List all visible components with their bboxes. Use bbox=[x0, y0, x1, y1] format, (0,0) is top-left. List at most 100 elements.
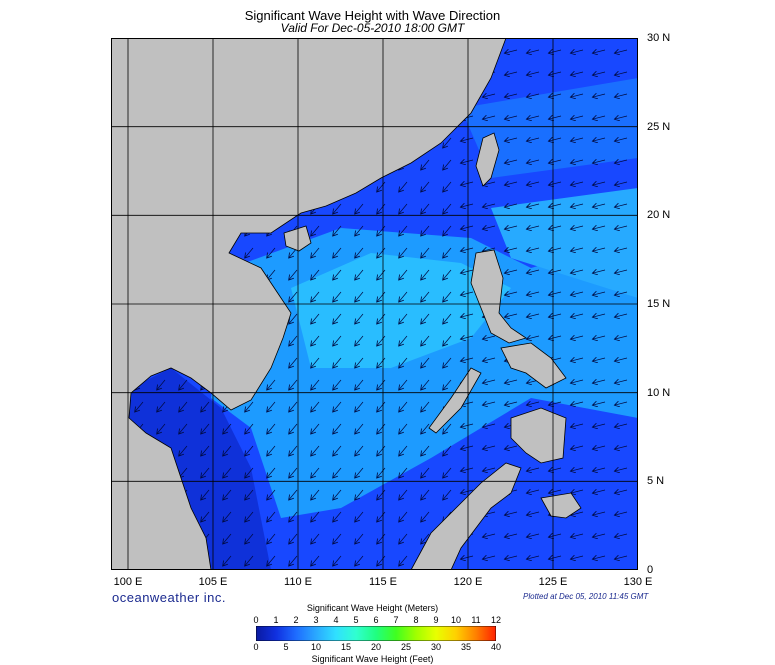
feet-tick-label: 30 bbox=[430, 642, 442, 652]
wave-arrow bbox=[443, 203, 452, 214]
feet-tick-label: 10 bbox=[310, 642, 322, 652]
feet-tick-label: 20 bbox=[370, 642, 382, 652]
wave-arrow bbox=[614, 380, 628, 383]
wave-arrow bbox=[482, 424, 496, 427]
wave-arrow bbox=[592, 380, 606, 383]
wave-arrow bbox=[504, 94, 518, 97]
wave-arrow bbox=[570, 424, 584, 427]
wave-arrow bbox=[592, 402, 606, 405]
wave-arrow bbox=[526, 248, 540, 251]
wave-arrow bbox=[443, 489, 452, 500]
wave-arrow bbox=[592, 556, 606, 559]
wave-arrow bbox=[443, 291, 452, 302]
wave-arrow bbox=[482, 446, 496, 449]
wave-arrow bbox=[570, 204, 584, 207]
wave-arrow bbox=[333, 511, 342, 522]
wave-arrow bbox=[201, 467, 210, 478]
wave-arrow bbox=[333, 291, 342, 302]
wave-arrow bbox=[399, 445, 408, 456]
wave-arrow bbox=[614, 94, 628, 97]
wave-arrow bbox=[526, 490, 540, 493]
wave-arrow bbox=[333, 555, 342, 566]
wave-arrow bbox=[460, 292, 474, 295]
wave-arrow bbox=[289, 379, 298, 390]
wave-arrow bbox=[289, 533, 298, 544]
wave-arrow bbox=[548, 72, 562, 75]
map-title: Significant Wave Height with Wave Direct… bbox=[244, 8, 501, 23]
longitude-label: 120 E bbox=[453, 576, 483, 588]
wave-arrow bbox=[289, 555, 298, 566]
wave-arrow bbox=[614, 270, 628, 273]
wave-arrow bbox=[504, 292, 518, 295]
wave-arrow bbox=[421, 357, 430, 368]
wave-arrow bbox=[482, 336, 496, 339]
wave-arrow bbox=[570, 138, 584, 141]
wave-arrow bbox=[570, 402, 584, 405]
wave-arrow bbox=[377, 225, 386, 236]
wave-arrow bbox=[421, 269, 430, 280]
meters-tick-label: 9 bbox=[433, 615, 439, 625]
wave-arrow bbox=[399, 379, 408, 390]
wave-arrow bbox=[570, 490, 584, 493]
wave-arrow bbox=[548, 248, 562, 251]
land-luzon bbox=[470, 249, 527, 344]
wave-arrow bbox=[311, 225, 320, 236]
wave-arrow bbox=[289, 423, 298, 434]
wave-arrow bbox=[333, 379, 342, 390]
meters-tick-label: 2 bbox=[293, 615, 299, 625]
wave-arrow bbox=[333, 269, 342, 280]
wave-arrow bbox=[245, 423, 254, 434]
wave-arrow bbox=[482, 226, 496, 229]
wave-arrow bbox=[504, 314, 518, 317]
wave-arrow bbox=[157, 401, 166, 412]
wave-arrow bbox=[355, 379, 364, 390]
wave-arrow bbox=[377, 445, 386, 456]
map-frame bbox=[111, 38, 638, 570]
meters-tick-label: 5 bbox=[353, 615, 359, 625]
wave-height-colorbar bbox=[256, 626, 496, 641]
north-wave-region bbox=[461, 78, 638, 178]
wave-arrow bbox=[570, 116, 584, 119]
wave-arrow bbox=[526, 72, 540, 75]
wave-arrow bbox=[223, 533, 232, 544]
wave-arrow bbox=[377, 335, 386, 346]
wave-arrow bbox=[333, 401, 342, 412]
wave-arrow bbox=[443, 225, 452, 236]
wave-arrow bbox=[311, 335, 320, 346]
wave-arrow bbox=[592, 468, 606, 471]
wave-arrow bbox=[311, 489, 320, 500]
wave-arrow bbox=[333, 247, 342, 258]
longitude-label: 115 E bbox=[369, 576, 397, 588]
wave-arrow bbox=[399, 313, 408, 324]
wave-arrow bbox=[443, 159, 452, 170]
wave-arrow bbox=[614, 468, 628, 471]
longitude-label: 110 E bbox=[284, 576, 312, 588]
wave-arrow bbox=[614, 116, 628, 119]
wave-arrow bbox=[526, 116, 540, 119]
wave-arrow bbox=[504, 248, 518, 251]
wave-arrow bbox=[377, 313, 386, 324]
wave-arrow bbox=[592, 424, 606, 427]
wave-arrow bbox=[289, 467, 298, 478]
wave-arrow bbox=[289, 489, 298, 500]
wave-arrow bbox=[548, 314, 562, 317]
wave-arrow bbox=[377, 555, 386, 566]
wave-arrow bbox=[267, 533, 276, 544]
wave-arrow bbox=[289, 335, 298, 346]
wave-arrow bbox=[333, 335, 342, 346]
wave-arrow bbox=[504, 116, 518, 119]
wave-arrow bbox=[157, 379, 166, 390]
wave-arrow bbox=[201, 423, 210, 434]
wave-arrow bbox=[592, 314, 606, 317]
wave-arrow bbox=[377, 203, 386, 214]
wave-arrow bbox=[614, 50, 628, 53]
peak-wave-region bbox=[291, 253, 511, 368]
wave-arrow bbox=[399, 423, 408, 434]
wave-arrow bbox=[355, 357, 364, 368]
wave-arrow bbox=[421, 313, 430, 324]
wave-arrow bbox=[399, 357, 408, 368]
wave-arrow bbox=[267, 511, 276, 522]
wave-arrow bbox=[421, 291, 430, 302]
wave-arrow bbox=[245, 533, 254, 544]
wave-arrow bbox=[377, 269, 386, 280]
